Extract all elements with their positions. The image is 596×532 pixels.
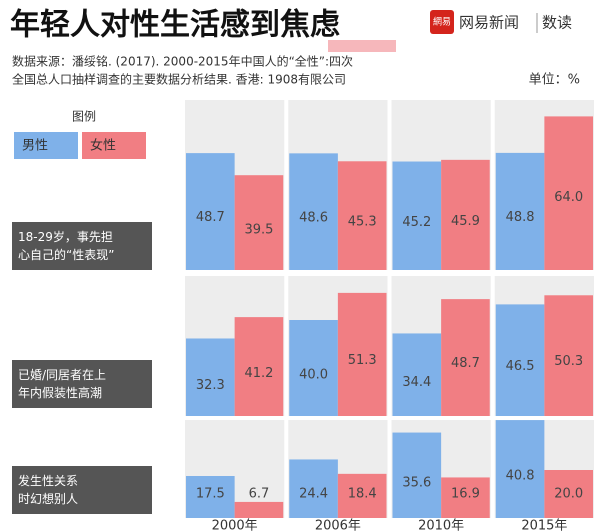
x-tick-label: 2000年	[212, 519, 258, 532]
value-label: 39.5	[244, 222, 273, 237]
value-label: 50.3	[554, 354, 583, 369]
title-highlight	[328, 40, 396, 52]
value-label: 18.4	[348, 487, 377, 502]
x-tick-label: 2010年	[418, 519, 464, 532]
chart-title: 年轻人对性生活感到焦虑	[10, 8, 340, 43]
value-label: 17.5	[196, 487, 225, 502]
value-label: 48.6	[299, 210, 328, 225]
bar	[544, 470, 593, 518]
panel-label: 18-29岁，事先担心自己的“性表现”	[18, 229, 114, 262]
bar	[186, 153, 235, 270]
bar	[234, 317, 284, 416]
value-label: 16.9	[451, 487, 480, 502]
legend-swatch	[14, 132, 78, 159]
bar	[441, 477, 490, 518]
value-label: 35.6	[402, 476, 431, 491]
bar	[544, 295, 593, 416]
value-label: 45.9	[451, 214, 480, 229]
logo-column: 数读	[542, 14, 572, 32]
logo-name: 网易新闻	[459, 14, 519, 32]
bar	[289, 459, 338, 518]
panel-label-box	[12, 360, 152, 408]
bar	[392, 432, 442, 518]
bar	[392, 333, 442, 416]
bar	[495, 420, 545, 518]
bar	[186, 338, 235, 416]
bar	[544, 116, 593, 271]
bar	[495, 304, 545, 416]
panel-label: 发生性关系时幻想别人	[18, 473, 78, 506]
bar	[337, 292, 387, 416]
value-label: 48.7	[451, 356, 480, 371]
panel-label-box	[12, 466, 152, 514]
legend-title: 图例	[72, 110, 96, 124]
value-label: 24.4	[299, 487, 328, 502]
value-label: 41.2	[244, 366, 273, 381]
bar	[186, 476, 235, 518]
value-label: 32.3	[196, 378, 225, 393]
legend-label: 男性	[22, 139, 48, 154]
panel-label-box	[12, 222, 152, 270]
legend-label: 女性	[90, 138, 116, 154]
unit-label: 单位：%	[529, 73, 580, 88]
bar	[441, 159, 490, 270]
x-tick-label: 2006年	[315, 519, 361, 532]
bar	[337, 161, 387, 270]
bar	[337, 473, 387, 518]
value-label: 51.3	[348, 353, 377, 368]
value-label: 48.7	[196, 210, 225, 225]
logo-icon	[430, 10, 454, 34]
bar	[234, 501, 284, 518]
value-label: 45.2	[402, 215, 431, 230]
value-label: 6.7	[249, 487, 270, 502]
source-line: 全国总人口抽样调查的主要数据分析结果. 香港: 1908有限公司	[12, 72, 346, 87]
value-label: 40.0	[299, 368, 328, 383]
x-tick-label: 2015年	[521, 519, 567, 532]
bar	[234, 175, 284, 270]
bar	[495, 152, 545, 270]
value-label: 40.8	[506, 469, 535, 484]
value-label: 45.3	[348, 215, 377, 230]
bar	[289, 153, 338, 270]
value-label: 46.5	[506, 359, 535, 374]
legend-swatch	[82, 132, 146, 159]
value-label: 64.0	[554, 190, 583, 205]
bar	[289, 320, 338, 416]
panel-label: 已婚/同居者在上年内假装性高潮	[18, 368, 106, 400]
logo-icon-text: 網易	[433, 16, 451, 28]
value-label: 34.4	[402, 375, 431, 390]
bar	[392, 161, 442, 270]
source-line: 数据来源：潘绥铭. (2017). 2000-2015年中国人的“全性”:四次	[12, 54, 353, 69]
bar	[441, 299, 490, 416]
value-label: 48.8	[506, 210, 535, 225]
value-label: 20.0	[554, 487, 583, 502]
